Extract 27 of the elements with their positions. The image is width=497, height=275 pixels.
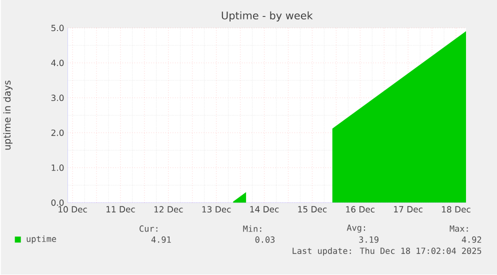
legend-label: uptime bbox=[26, 236, 56, 244]
x-tick-label: 14 Dec bbox=[250, 206, 279, 213]
y-axis-title: uptime in days bbox=[3, 80, 12, 150]
y-tick-label: 2.0 bbox=[51, 130, 64, 136]
text: Cur: bbox=[140, 226, 158, 232]
y-tick-label: 4.0 bbox=[51, 60, 64, 66]
text: Min: bbox=[243, 226, 262, 232]
y-tick-label: 3.0 bbox=[51, 94, 64, 102]
text: Last update: Thu Dec 18 17:02:04 2025 bbox=[292, 248, 482, 256]
text: 4.92 bbox=[462, 236, 482, 244]
text: 0.03 bbox=[255, 236, 275, 244]
x-tick-label: 15 Dec bbox=[298, 206, 327, 213]
x-tick-label: 13 Dec bbox=[202, 206, 231, 213]
chart-title: Uptime - by week bbox=[222, 12, 313, 22]
y-tick-label: 1.0 bbox=[52, 164, 64, 172]
text: 4.91 bbox=[151, 236, 171, 244]
x-tick-label: 10 Dec bbox=[58, 206, 87, 213]
x-tick-label: 17 Dec bbox=[394, 206, 422, 213]
y-tick-label: 0.0 bbox=[51, 200, 64, 206]
text: Avg: bbox=[346, 224, 365, 233]
text: Max: bbox=[450, 226, 468, 232]
x-tick-label: 18 Dec bbox=[442, 206, 470, 213]
y-tick-label: 5.0 bbox=[51, 24, 64, 32]
x-tick-label: 11 Dec bbox=[106, 206, 135, 213]
text: 3.19 bbox=[359, 236, 378, 244]
x-tick-label: 12 Dec bbox=[154, 206, 183, 213]
x-tick-label: 16 Dec bbox=[346, 206, 374, 213]
